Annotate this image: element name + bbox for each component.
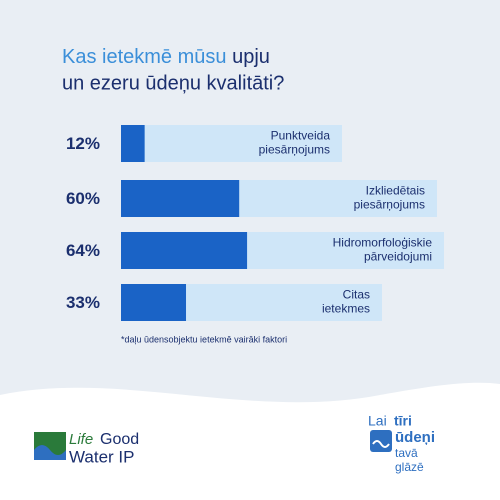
logo-right: Lai tīri ūdeņi tavā glāzē — [368, 413, 435, 474]
chart-title: un ezeru ūdeņu kvalitāti? — [62, 72, 284, 94]
category-label: pārveidojumi — [364, 250, 432, 264]
category-label: piesārņojums — [354, 198, 425, 212]
bar — [121, 284, 187, 321]
logo-text: Life — [69, 431, 93, 448]
category-label: ietekmes — [322, 302, 370, 316]
logo-text: ūdeņi — [395, 429, 435, 446]
footnote: *daļu ūdensobjektu ietekmē vairāki fakto… — [121, 334, 287, 344]
value-label: 33% — [66, 293, 100, 312]
logo-icon — [34, 445, 66, 460]
logo-left: Life Good Water IP — [34, 431, 139, 466]
logo-text: Good — [100, 431, 139, 448]
bar — [121, 125, 145, 162]
value-label: 12% — [66, 134, 100, 153]
category-label: Izkliedētais — [366, 184, 425, 198]
bar — [121, 180, 240, 217]
chart-title: Kas ietekmē mūsu upju — [62, 46, 270, 68]
value-label: 64% — [66, 241, 100, 260]
logo-text: Lai — [368, 413, 387, 429]
logo-icon — [372, 440, 390, 448]
category-label: piesārņojums — [259, 143, 330, 157]
category-label: Citas — [343, 288, 370, 302]
logo-icon — [370, 430, 392, 452]
wave — [0, 382, 500, 500]
logo-text: Water IP — [69, 447, 135, 466]
logo-text: tavā — [395, 446, 418, 460]
logo-text: glāzē — [395, 460, 424, 474]
value-label: 60% — [66, 189, 100, 208]
logo-text: tīri — [394, 413, 412, 429]
title-part: upju — [232, 46, 270, 68]
bar — [121, 232, 248, 269]
category-label: Hidromorfoloģiskie — [333, 236, 433, 250]
title-part: Kas ietekmē mūsu — [62, 46, 227, 68]
category-label: Punktveida — [271, 129, 331, 143]
bar-track — [121, 125, 342, 162]
